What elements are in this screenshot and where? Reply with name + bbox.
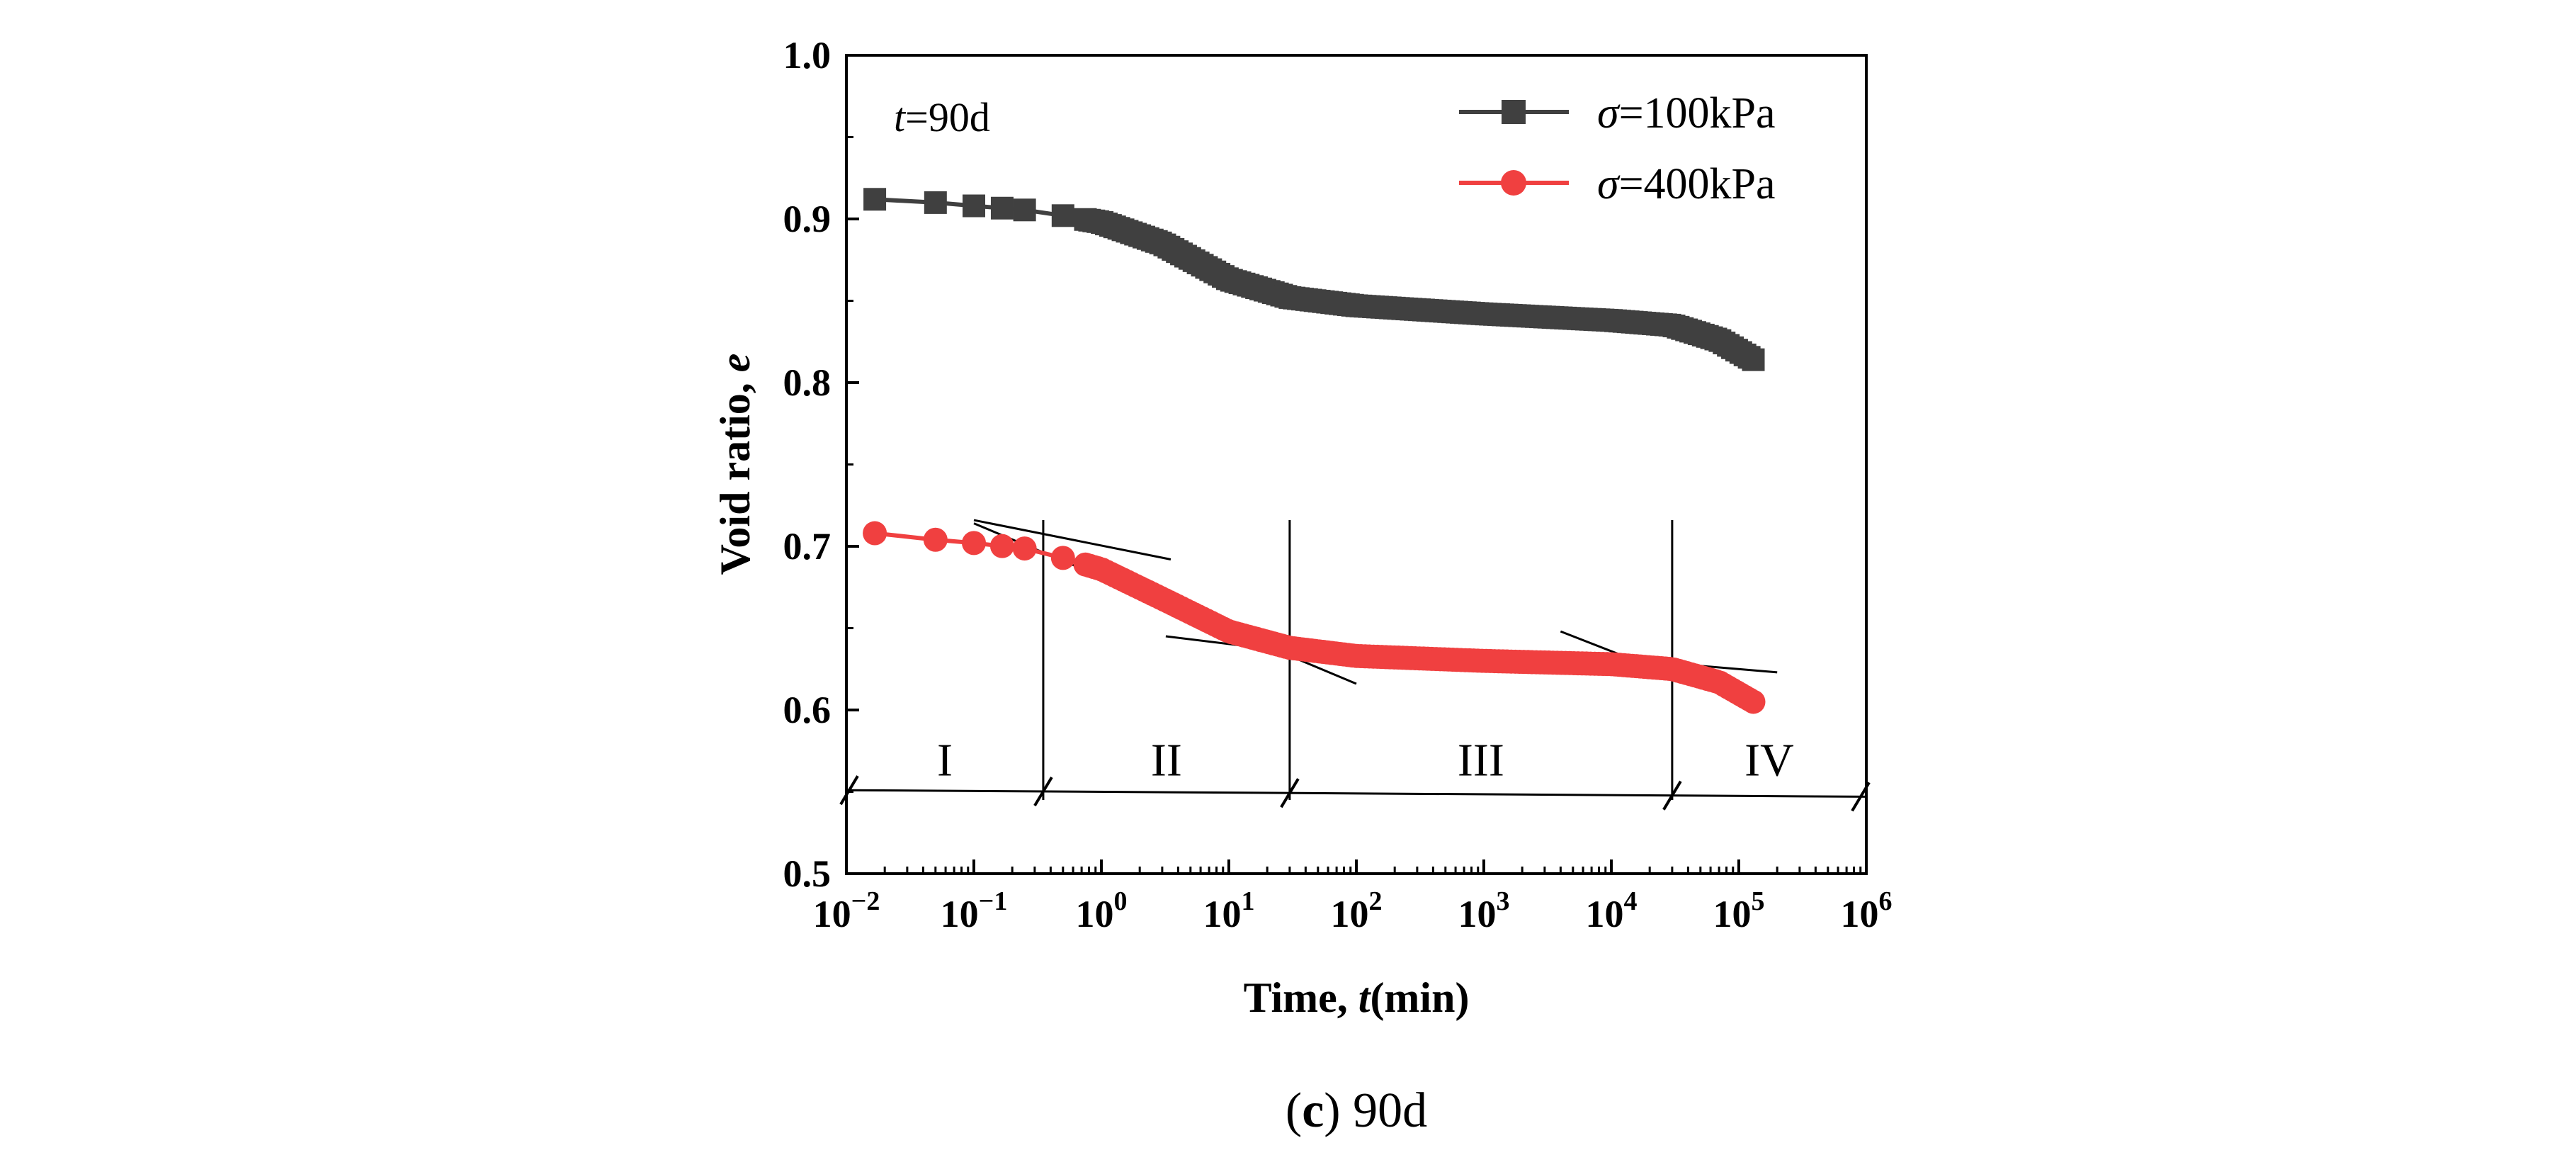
data-point-400kpa: [923, 527, 948, 552]
y-tick-label: 0.7: [783, 525, 832, 568]
x-tick-label: 102: [1331, 886, 1383, 935]
x-tick-label: 100: [1076, 886, 1128, 935]
y-tick-label: 0.6: [783, 689, 832, 731]
y-tick-label: 0.5: [783, 852, 832, 895]
region-axis-line: [846, 789, 1867, 798]
x-tick-label: 103: [1458, 886, 1510, 935]
data-point-100kpa: [1013, 198, 1036, 222]
region-label: IV: [1744, 734, 1794, 786]
legend: σ=100kPa σ=400kPa: [1459, 89, 1776, 208]
data-point-100kpa: [924, 191, 947, 214]
data-point-400kpa: [1012, 536, 1037, 561]
y-tick-label: 0.8: [783, 361, 832, 404]
data-point-400kpa: [1050, 546, 1075, 570]
x-axis-title: Time, t(min): [1244, 974, 1470, 1021]
data-point-400kpa: [989, 534, 1014, 558]
axis-break-mark: [1280, 778, 1300, 808]
data-point-100kpa: [1742, 348, 1765, 371]
axis-ticks: 0.5 0.6 0.7 0.8 0.9 1.0 10−2 10−1 100 101 102 103 10…: [783, 34, 1893, 935]
x-tick-label: 10−2: [813, 886, 880, 935]
annotation-t: t=90d: [894, 94, 990, 140]
region-label: II: [1151, 734, 1182, 786]
data-point-100kpa: [963, 194, 985, 218]
region-label: I: [937, 734, 953, 786]
x-tick-label: 10−1: [941, 886, 1008, 935]
axis-break-mark: [839, 775, 859, 806]
x-tick-label: 105: [1713, 886, 1765, 935]
legend-marker-400kpa: [1501, 170, 1526, 196]
data-point-100kpa: [863, 188, 887, 211]
x-tick-label: 106: [1841, 886, 1893, 935]
region-label: III: [1458, 734, 1504, 786]
legend-label-400kpa: σ=400kPa: [1597, 160, 1776, 208]
series-line-100kpa: [874, 197, 1754, 362]
series-layer: [863, 188, 1766, 714]
y-tick-label: 0.9: [783, 198, 832, 240]
tangent-line: [973, 519, 1171, 560]
y-axis-title: Void ratio, e: [712, 354, 759, 575]
axis-break-mark: [1662, 780, 1682, 811]
data-point-400kpa: [863, 521, 887, 546]
figure-caption: (c) 90d: [1286, 1083, 1427, 1138]
y-tick-label: 1.0: [783, 34, 832, 77]
axis-break-mark: [1033, 776, 1053, 807]
legend-marker-100kpa: [1502, 100, 1526, 124]
x-tick-label: 101: [1203, 886, 1255, 935]
data-point-100kpa: [990, 196, 1014, 220]
legend-label-100kpa: σ=100kPa: [1597, 89, 1776, 137]
x-tick-label: 104: [1586, 886, 1638, 935]
data-point-400kpa: [1741, 689, 1766, 714]
data-point-400kpa: [962, 531, 986, 556]
data-point-100kpa: [1051, 204, 1074, 227]
